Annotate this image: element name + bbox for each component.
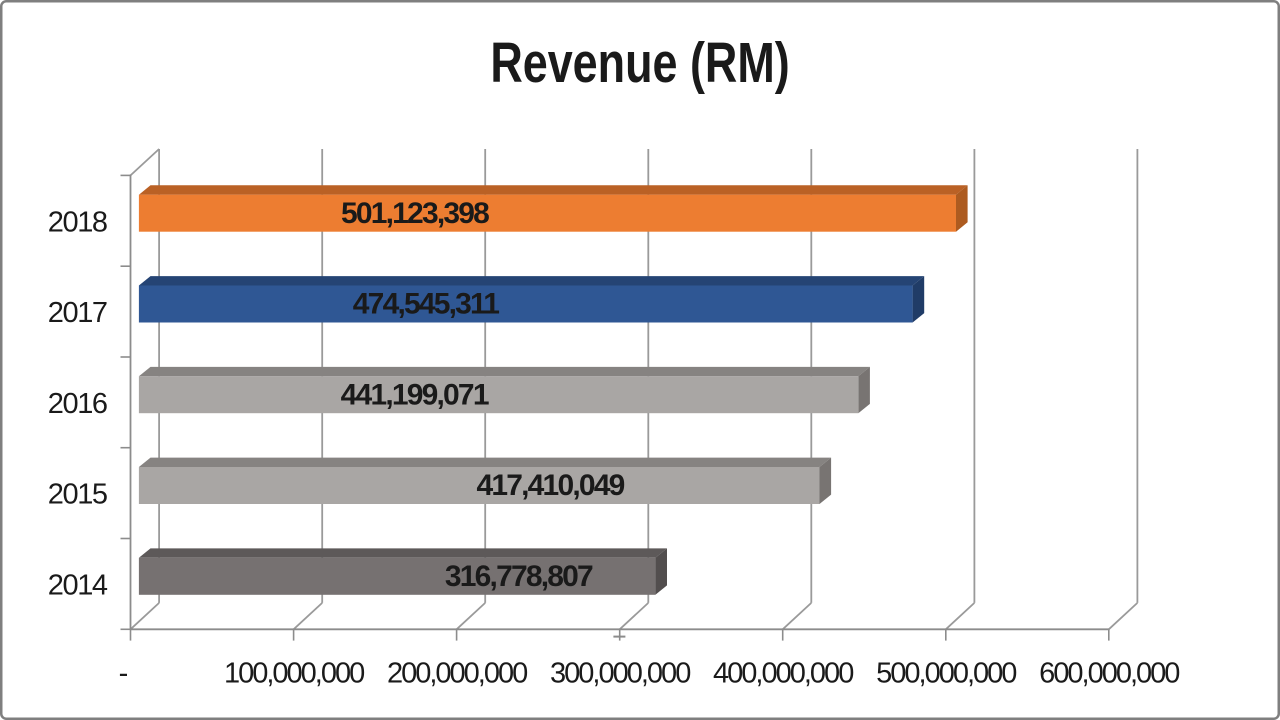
- svg-text:2018: 2018: [48, 206, 107, 238]
- svg-text:-: -: [119, 658, 129, 690]
- svg-text:400,000,000: 400,000,000: [713, 658, 853, 690]
- svg-text:316,778,807: 316,778,807: [445, 560, 593, 593]
- svg-text:100,000,000: 100,000,000: [224, 658, 364, 690]
- svg-text:441,199,071: 441,199,071: [341, 378, 489, 411]
- svg-text:200,000,000: 200,000,000: [387, 658, 527, 690]
- svg-text:2015: 2015: [48, 479, 107, 511]
- svg-text:501,123,398: 501,123,398: [341, 197, 489, 230]
- svg-text:Revenue (RM): Revenue (RM): [490, 31, 789, 94]
- svg-text:417,410,049: 417,410,049: [476, 469, 624, 502]
- svg-text:2017: 2017: [48, 297, 107, 329]
- svg-text:600,000,000: 600,000,000: [1039, 658, 1179, 690]
- svg-text:2014: 2014: [48, 569, 108, 601]
- svg-text:2016: 2016: [48, 388, 107, 420]
- svg-text:300,000,000: 300,000,000: [550, 658, 690, 690]
- svg-text:500,000,000: 500,000,000: [876, 658, 1016, 690]
- svg-text:474,545,311: 474,545,311: [353, 288, 499, 321]
